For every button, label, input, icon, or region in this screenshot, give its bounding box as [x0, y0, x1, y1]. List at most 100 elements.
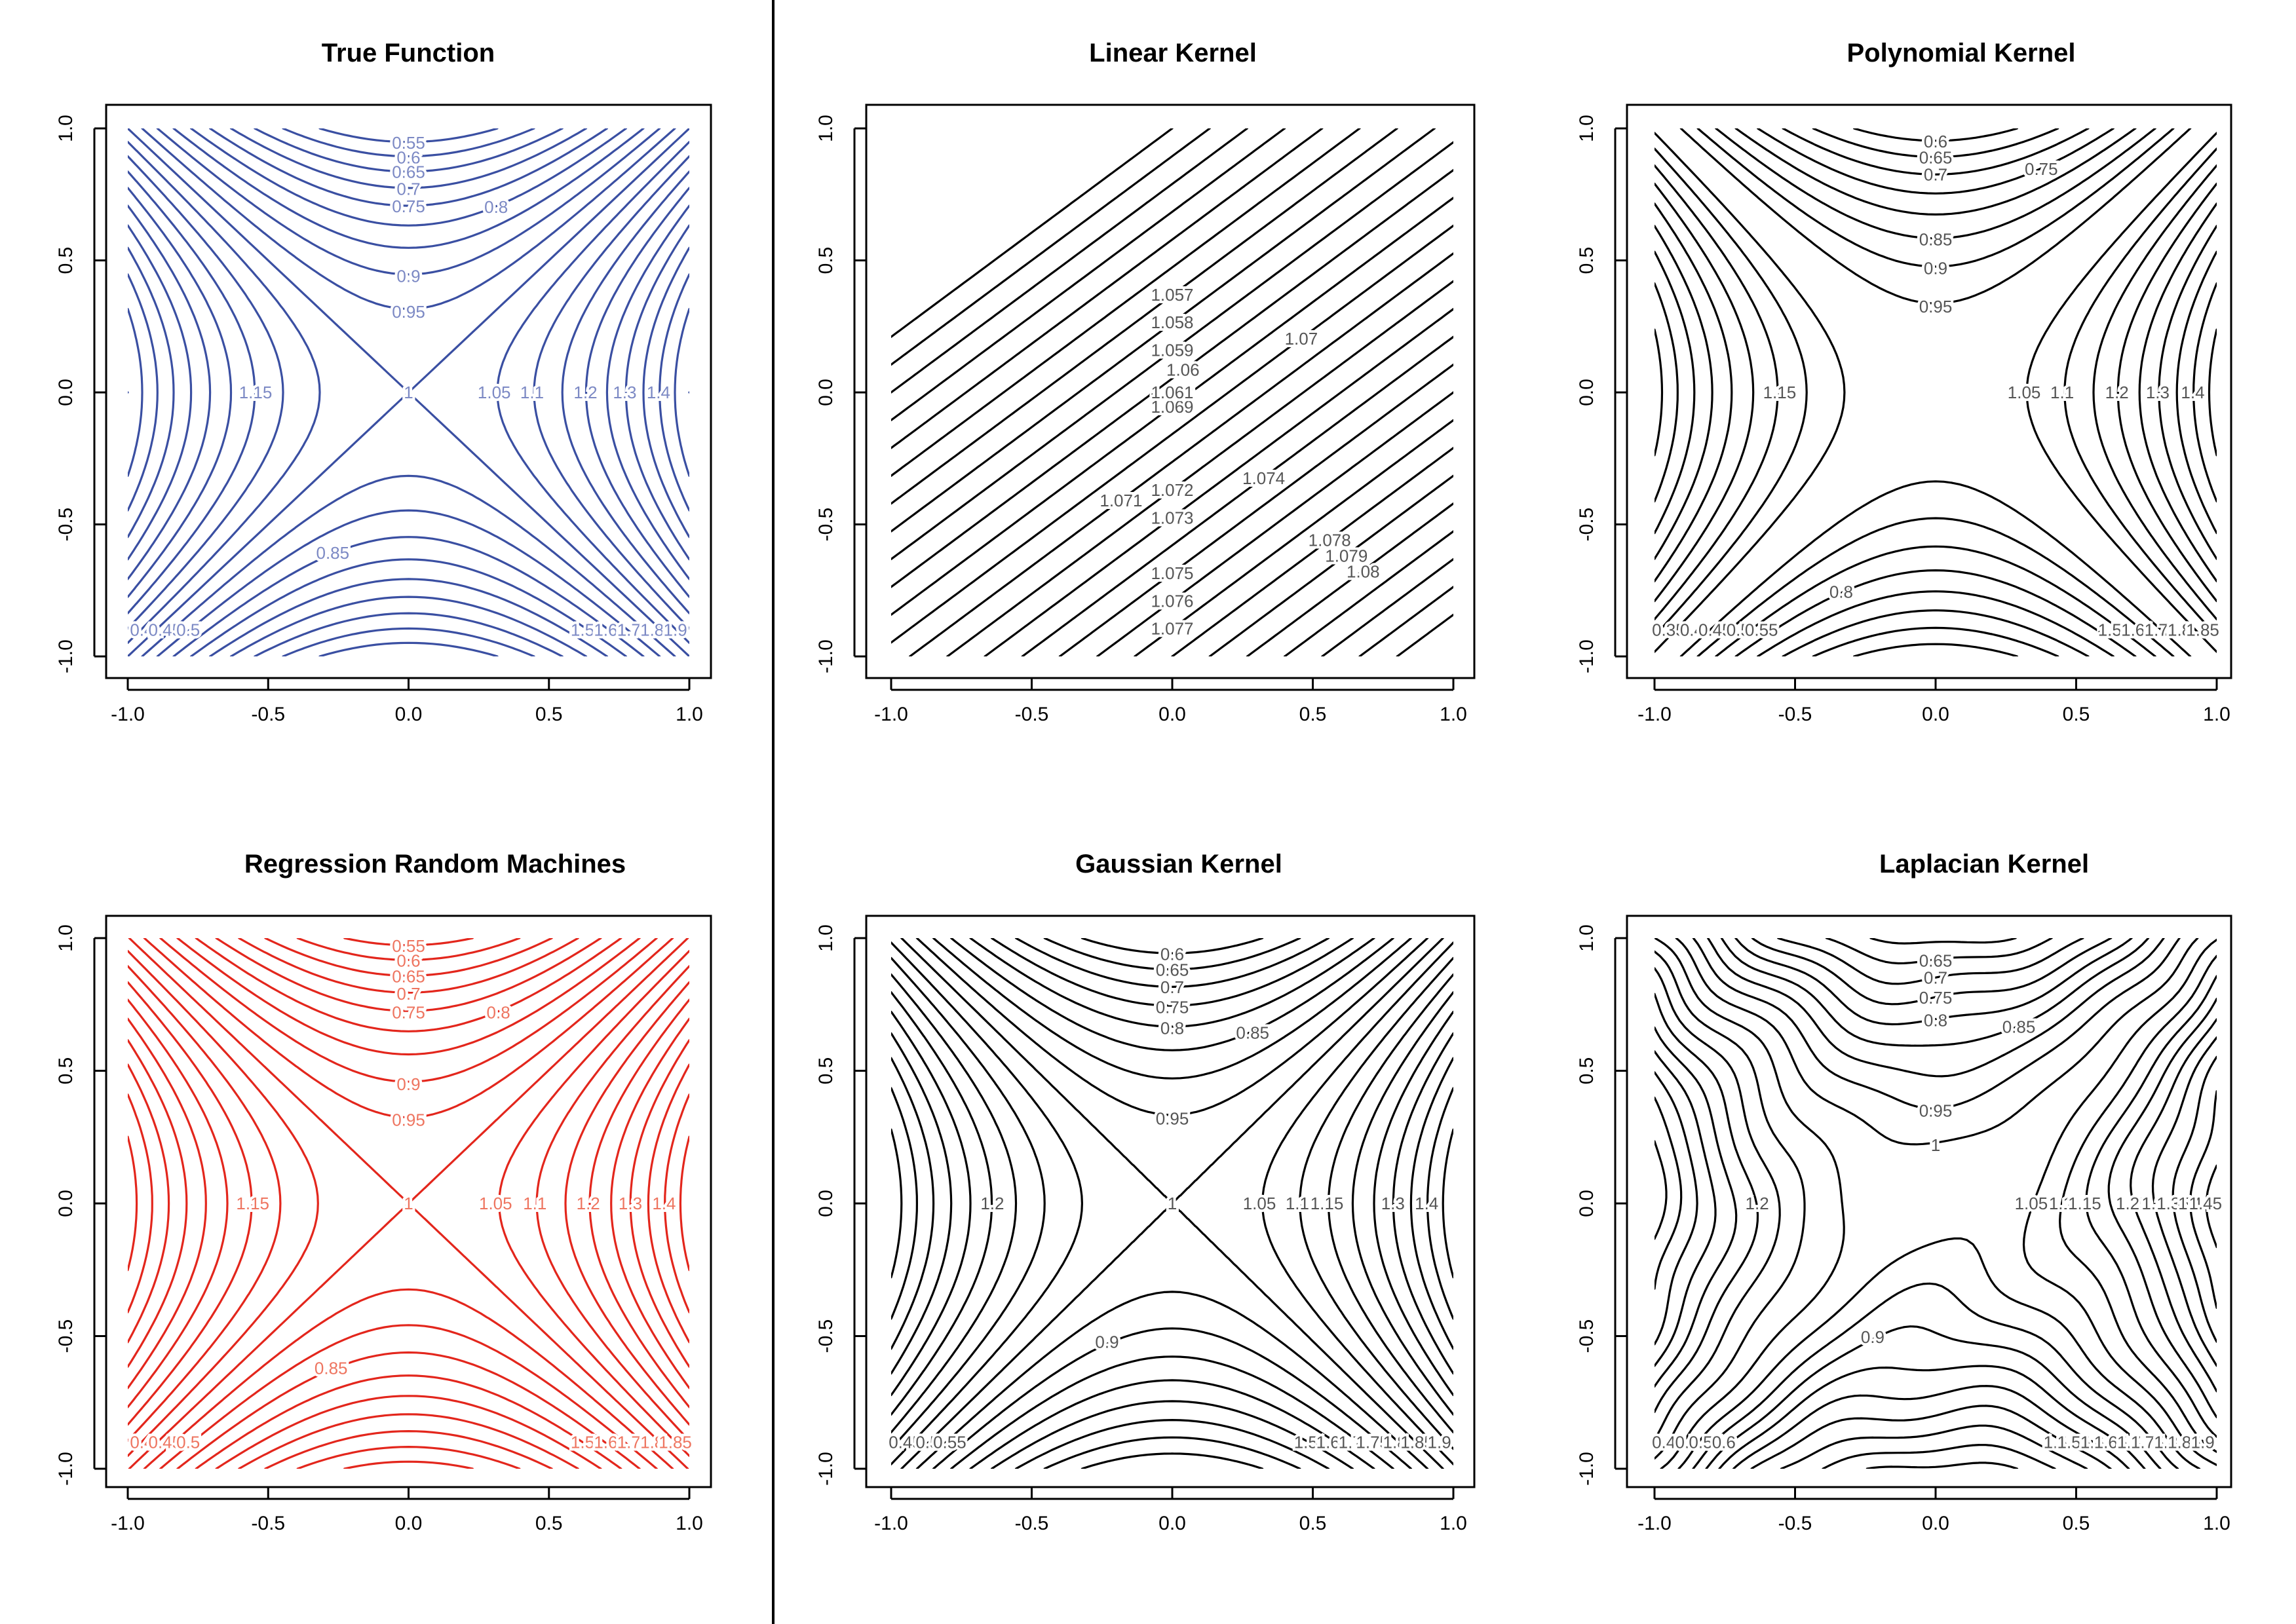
contour-label: 1.9 — [664, 620, 687, 640]
contour-label: 0.95 — [1919, 1101, 1953, 1120]
contour-label: 1.061 — [1151, 383, 1193, 402]
contour-label: 0.95 — [1156, 1108, 1189, 1128]
x-tick-label: -1.0 — [1637, 704, 1672, 725]
contour-line-0.8 — [1732, 938, 2133, 1469]
contour-line-1.068 — [946, 280, 1453, 656]
contour-label: 1.5 — [2044, 1433, 2067, 1452]
panel-title: True Function — [322, 39, 495, 67]
contour-line-1.3 — [1655, 1036, 2217, 1367]
x-tick-label: -1.0 — [874, 1513, 908, 1534]
contour-label: 1.55 — [2057, 1433, 2090, 1452]
contour-label: 0.75 — [392, 197, 425, 216]
y-tick-label: -0.5 — [815, 508, 837, 542]
contour-label: 0.6 — [396, 147, 420, 167]
y-axis: -1.0 -0.5 0.0 0.5 1.0 — [815, 924, 866, 1486]
contour-line-0.95 — [915, 938, 1429, 1469]
contour-label: 1.35 — [2156, 1194, 2190, 1213]
y-tick-label: 0.5 — [1576, 247, 1598, 274]
x-tick-label: 1.0 — [676, 704, 703, 725]
contour-label: 0.95 — [392, 302, 425, 322]
x-tick-label: 0.0 — [1922, 704, 1949, 725]
x-tick-label: -0.5 — [1778, 1513, 1812, 1534]
contour-label: 1.7 — [617, 1433, 641, 1452]
contour-label: 0.5 — [176, 620, 200, 640]
contour-line-0.9 — [932, 938, 1412, 1469]
contour-line-1.061 — [891, 128, 1398, 505]
contour-line-1.079 — [1358, 586, 1453, 656]
contour-line-1.25 — [891, 1010, 1453, 1397]
contour-label: 1.5 — [571, 1433, 594, 1452]
contour-line-0.85 — [1715, 128, 2156, 656]
contour-label: 1.3 — [613, 383, 636, 402]
contour-label: 1.9 — [2191, 1433, 2215, 1452]
contour-label: 0.35 — [1652, 620, 1685, 640]
contour-label: 0.45 — [889, 1433, 922, 1452]
contour-line-1.1 — [1655, 950, 2217, 1460]
y-tick-label: 0.0 — [55, 379, 77, 406]
contour-label: 1.2 — [573, 383, 597, 402]
x-tick-label: 0.0 — [1922, 1513, 1949, 1534]
contour-line-1 — [900, 938, 1444, 1469]
contour-line-0.7 — [1782, 128, 2090, 656]
contour-label: 1.074 — [1242, 468, 1285, 488]
contour-line-0.85 — [172, 128, 645, 656]
contour-line-0.9 — [1696, 128, 2175, 656]
contour-label: 1.065 — [1151, 383, 1193, 402]
y-tick-label: -0.5 — [55, 1319, 77, 1353]
contour-line-1.45 — [128, 308, 689, 477]
contour-label: 1.75 — [1356, 1433, 1389, 1452]
contour-label: 1.75 — [2131, 1433, 2164, 1452]
contour-label: 1.65 — [2094, 1433, 2128, 1452]
contour-line-0.7 — [1777, 938, 2088, 1469]
panel-laplacian-kernel: Laplacian Kernel0.450.50.550.60.650.70.7… — [1576, 850, 2232, 1534]
contour-label: 1.85 — [2168, 1433, 2201, 1452]
contour-line-1.3 — [891, 1032, 1453, 1375]
contour-line-0.65 — [1822, 938, 2056, 1469]
contour-label: 0.6 — [396, 951, 420, 970]
contour-line-1.4 — [891, 1087, 1453, 1320]
contour-line-1.075 — [1208, 474, 1453, 656]
x-tick-label: 0.5 — [2063, 704, 2090, 725]
contour-line-0.6 — [1081, 938, 1264, 1469]
panel-regression-random-machines: Regression Random Machines0.40.450.50.55… — [55, 850, 712, 1534]
contour-lines — [1655, 938, 2217, 1469]
contour-line-0.65 — [1812, 128, 2059, 656]
contour-label: 1.2 — [2105, 383, 2129, 402]
contour-line-1.4 — [1655, 1090, 2217, 1309]
y-tick-label: 1.0 — [55, 924, 77, 952]
contour-label: 1.05 — [2008, 383, 2041, 402]
contour-label: 1.1 — [520, 383, 544, 402]
contour-label: 1.85 — [2186, 620, 2219, 640]
contour-label: 1.5 — [571, 620, 594, 640]
x-tick-label: 0.5 — [1299, 704, 1327, 725]
contour-label: 1.05 — [2015, 1194, 2048, 1213]
contour-label: 1.8 — [2154, 1433, 2177, 1452]
contour-line-0.75 — [1757, 128, 2114, 656]
contour-label: 1.4 — [1415, 1194, 1438, 1213]
contour-line-1.058 — [891, 128, 1286, 421]
contour-label: 0.9 — [1095, 1332, 1119, 1351]
contour-label: 1.6 — [594, 620, 617, 640]
panel-title: Gaussian Kernel — [1075, 850, 1282, 878]
contour-label: 0.95 — [1919, 297, 1953, 316]
contour-line-1.4 — [128, 273, 689, 512]
contour-line-1.45 — [128, 1135, 689, 1272]
contour-label: 1.078 — [1309, 531, 1351, 550]
contour-lines — [891, 938, 1453, 1469]
contour-label: 0.65 — [392, 967, 425, 987]
y-tick-label: -0.5 — [1576, 1319, 1598, 1353]
contour-label: 0.6 — [1712, 1433, 1736, 1452]
contour-line-1.071 — [1058, 364, 1453, 656]
contour-line-1.08 — [1396, 613, 1453, 656]
contour-labels: 0.450.50.55 0.60.650.70.75 0.8 0.85 0.9 0.95 1… — [886, 941, 1453, 1454]
contour-label: 1.3 — [619, 1194, 642, 1213]
contour-label: 0.65 — [1919, 147, 1953, 167]
y-tick-label: 0.5 — [815, 247, 837, 274]
panel-title: Linear Kernel — [1089, 39, 1257, 67]
contour-label: 1.25 — [2116, 1194, 2149, 1213]
x-tick-label: 0.0 — [1158, 704, 1186, 725]
contour-line-1 — [128, 938, 689, 1469]
contour-label: 0.8 — [484, 197, 508, 217]
contour-line-1.15 — [1655, 967, 2217, 1441]
